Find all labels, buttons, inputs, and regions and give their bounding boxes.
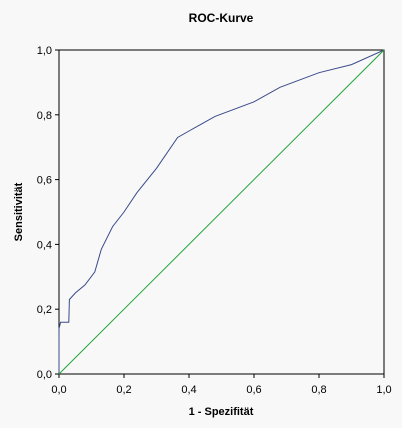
y-tick-label: 0,2	[37, 304, 52, 316]
y-tick-label: 0,8	[37, 110, 52, 122]
series-layer	[58, 49, 385, 375]
x-tick-label: 0,8	[311, 384, 326, 396]
y-tick-label: 0,6	[37, 175, 52, 187]
x-axis-label: 1 - Spezifität	[189, 406, 254, 418]
chart-title: ROC-Kurve	[189, 11, 254, 25]
x-tick-label: 0,4	[181, 384, 196, 396]
y-axis-label: Sensitivität	[13, 182, 25, 241]
y-tick-label: 0,0	[37, 369, 52, 381]
x-tick-label: 0,0	[51, 384, 66, 396]
y-axis-ticks: 0,0 0,2 0,4 0,6 0,8 1,0	[37, 45, 59, 381]
x-axis-ticks: 0,0 0,2 0,4 0,6 0,8 1,0	[51, 374, 392, 396]
y-tick-label: 1,0	[37, 45, 52, 57]
x-tick-label: 0,6	[246, 384, 261, 396]
reference-diagonal-line	[58, 49, 385, 375]
y-tick-label: 0,4	[37, 239, 52, 251]
x-tick-label: 1,0	[376, 384, 391, 396]
x-tick-label: 0,2	[116, 384, 131, 396]
roc-curve-line	[58, 49, 385, 374]
